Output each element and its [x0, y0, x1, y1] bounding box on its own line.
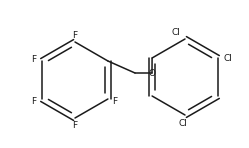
Text: O: O — [148, 69, 155, 78]
Text: F: F — [72, 120, 77, 130]
Text: Cl: Cl — [172, 28, 181, 37]
Text: Cl: Cl — [179, 119, 187, 127]
Text: Cl: Cl — [223, 53, 232, 62]
Text: F: F — [112, 96, 118, 106]
Text: F: F — [72, 30, 77, 40]
Text: F: F — [32, 54, 37, 63]
Text: F: F — [32, 96, 37, 106]
